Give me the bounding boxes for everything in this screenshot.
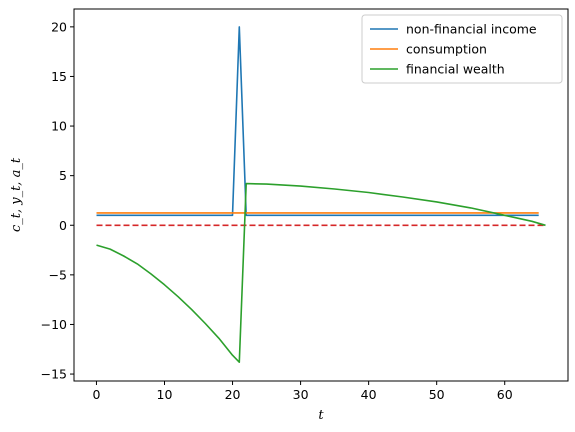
legend-box [361,14,563,84]
x-tick-label: 0 [92,387,100,402]
x-tick-label: 30 [293,387,309,402]
x-axis-label: t [318,408,324,423]
y-tick-label: 15 [51,69,67,84]
y-tick-label: 10 [51,119,67,134]
y-tick-label: 5 [59,168,67,183]
legend-entry-label: non-financial income [406,22,537,37]
x-tick-label: 40 [361,387,377,402]
plot-area [96,26,546,364]
y-tick-label: 20 [51,19,67,34]
y-tick-label: −5 [49,267,67,282]
y-tick-label: 0 [59,218,67,233]
legend-entry-label: consumption [406,42,487,57]
y-tick-label: −15 [41,367,67,382]
legend-entry-label: financial wealth [406,62,505,77]
legend: non-financial income consumption financial… [361,14,563,84]
series-line-non-financial-income [96,26,539,217]
x-tick-label: 10 [157,387,173,402]
y-axis-label: c_t, y_t, a_t [9,157,24,232]
series-line-financial-wealth [96,182,546,364]
x-tick-label: 50 [429,387,445,402]
x-tick-label: 60 [497,387,513,402]
axes-frame [73,8,569,382]
axis-ticks: 0 10 20 30 40 50 60 −15 −10 −5 0 5 10 15 20 [41,19,513,402]
y-tick-label: −10 [41,317,67,332]
x-tick-label: 20 [225,387,241,402]
